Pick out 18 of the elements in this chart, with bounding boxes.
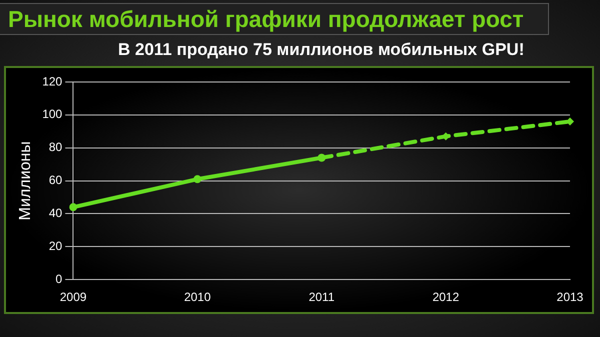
point xyxy=(193,175,202,184)
point xyxy=(318,154,326,162)
y-tick-label: 0 xyxy=(56,272,63,286)
point xyxy=(69,203,78,212)
y-tick-label: 80 xyxy=(48,140,63,154)
x-tick-label: 2012 xyxy=(432,290,460,304)
x-tick-label: 2013 xyxy=(556,290,584,304)
chart-title: Рынок мобильной графики продолжает рост xyxy=(0,3,549,35)
x-tick-label: 2010 xyxy=(184,290,212,304)
y-tick-label: 40 xyxy=(48,206,63,220)
x-tick-label: 2009 xyxy=(60,290,87,304)
y-tick-label: 100 xyxy=(42,107,63,122)
y-tick-label: 20 xyxy=(48,238,63,253)
y-tick-label: 60 xyxy=(48,173,63,188)
y-tick-label: 120 xyxy=(42,74,63,88)
y-axis-title: Миллионы xyxy=(17,141,34,220)
chart-subtitle: В 2011 продано 75 миллионов мобильных GPU! xyxy=(118,40,524,60)
x-tick-label: 2011 xyxy=(308,290,335,304)
